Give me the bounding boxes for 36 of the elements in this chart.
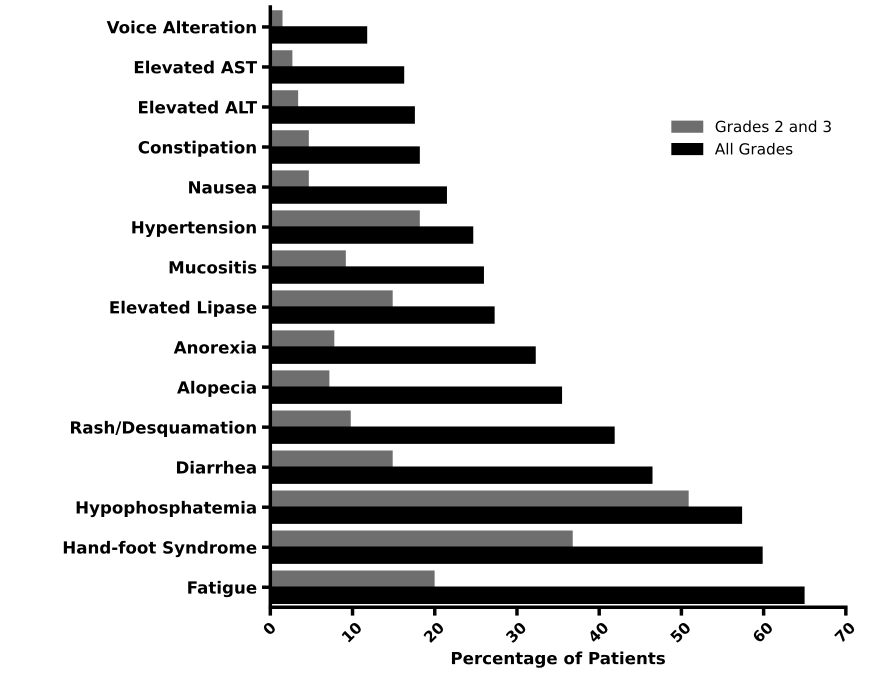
bar	[270, 450, 393, 468]
y-tick-label: Elevated AST	[134, 60, 258, 74]
y-tick-label: Constipation	[138, 140, 256, 157]
y-tick-label: Anorexia	[174, 340, 256, 354]
bar	[270, 410, 351, 428]
legend-label: Grades 2 and 3	[716, 120, 831, 132]
y-tick-label: Alopecia	[177, 380, 256, 397]
bar	[270, 570, 435, 588]
y-tick-label: Mucositis	[170, 260, 256, 274]
bar	[270, 330, 334, 348]
legend-label: All Grades	[714, 142, 792, 155]
bar	[270, 250, 346, 268]
x-tick-label: 20	[423, 621, 445, 643]
y-tick-label: Fatigue	[188, 580, 256, 598]
y-tick-label: Nausea	[189, 181, 256, 194]
y-tick-label: Elevated Lipase	[110, 300, 256, 317]
y-tick-label: Hypophosphatemia	[76, 500, 256, 518]
y-tick-label: Diarrhea	[177, 460, 256, 474]
x-tick-label: 30	[505, 621, 528, 644]
bar	[270, 290, 393, 308]
y-tick-label: Rash/Desquamation	[70, 420, 256, 437]
x-tick-label: 60	[752, 621, 774, 644]
x-tick-label: 10	[341, 621, 363, 643]
bar	[270, 530, 573, 548]
y-tick-label: Hypertension	[132, 220, 256, 237]
x-axis-title: Percentage of Patients	[452, 651, 665, 668]
y-tick-label: Hand-foot Syndrome	[64, 540, 256, 558]
x-tick-label: 70	[834, 621, 856, 644]
x-tick-label: 40	[587, 621, 610, 644]
y-tick-label: Voice Alteration	[106, 20, 256, 34]
bar	[270, 490, 689, 508]
y-tick-label: Elevated ALT	[139, 100, 258, 114]
bar	[270, 370, 330, 388]
x-tick-label: 0	[262, 621, 277, 636]
x-tick-label: 50	[670, 621, 692, 644]
bar	[270, 210, 420, 228]
